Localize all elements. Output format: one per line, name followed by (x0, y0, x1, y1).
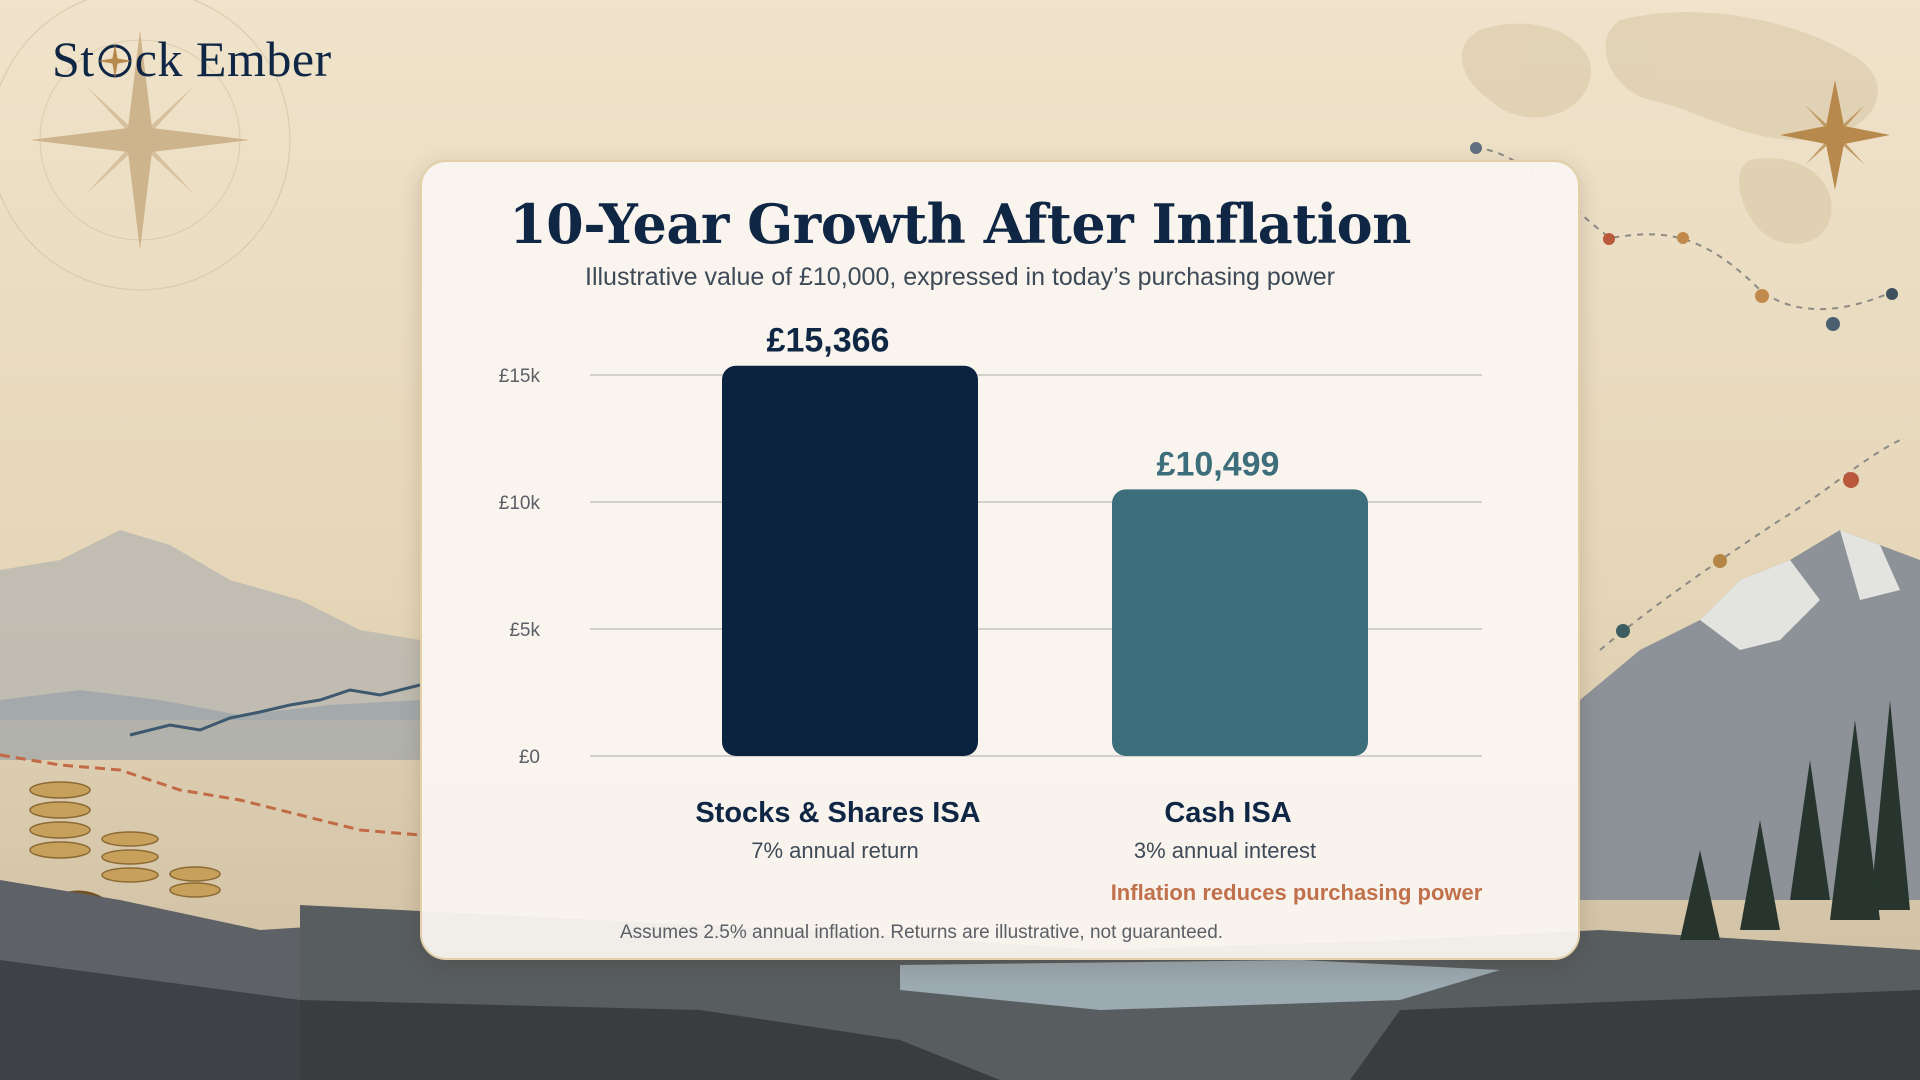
bar-value-label: £10,499 (1157, 445, 1280, 483)
category-detail-label: 3% annual interest (1134, 838, 1316, 863)
category-label: Cash ISA (1164, 797, 1291, 829)
chart-card (420, 160, 1580, 960)
y-tick-label: £10k (499, 493, 541, 514)
y-tick-label: £0 (519, 747, 540, 768)
compass-rose-icon (0, 0, 291, 291)
compass-icon (97, 44, 132, 78)
brand-logo[interactable]: St ck Ember (52, 30, 332, 88)
brand-name-part1: St (52, 31, 95, 87)
bar (722, 365, 978, 756)
bar-value-label: £15,366 (767, 322, 890, 360)
star-icon (1780, 80, 1890, 190)
footnote: Assumes 2.5% annual inflation. Returns a… (620, 922, 1224, 943)
y-tick-label: £5k (509, 620, 540, 641)
chart-subtitle: Illustrative value of £10,000, expressed… (585, 263, 1335, 291)
category-detail-label: 7% annual return (751, 838, 919, 863)
chart-title: 10-Year Growth After Inflation (509, 192, 1411, 256)
inflation-note: Inflation reduces purchasing power (1110, 880, 1483, 905)
y-tick-label: £15k (499, 366, 541, 387)
brand-name-part2: ck Ember (134, 31, 332, 87)
category-label: Stocks & Shares ISA (695, 797, 980, 829)
bar (1112, 489, 1368, 756)
